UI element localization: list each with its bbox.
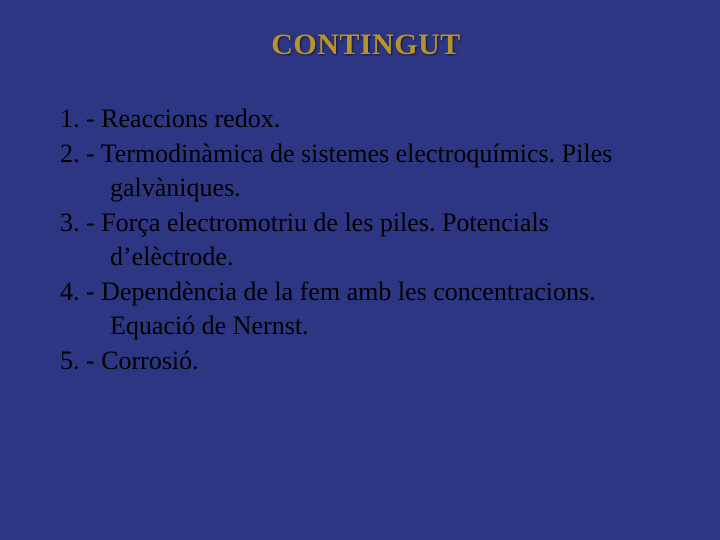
list-item: 2. - Termodinàmica de sistemes electroqu… [60, 137, 672, 206]
content-list: 1. - Reaccions redox. 2. - Termodinàmica… [60, 102, 672, 379]
slide-container: CONTINGUT 1. - Reaccions redox. 2. - Ter… [0, 0, 720, 540]
list-item: 3. - Força electromotriu de les piles. P… [60, 206, 672, 275]
list-item: 4. - Dependència de la fem amb les conce… [60, 275, 672, 344]
list-item: 5. - Corrosió. [60, 344, 672, 379]
slide-title: CONTINGUT [60, 28, 672, 62]
list-item: 1. - Reaccions redox. [60, 102, 672, 137]
